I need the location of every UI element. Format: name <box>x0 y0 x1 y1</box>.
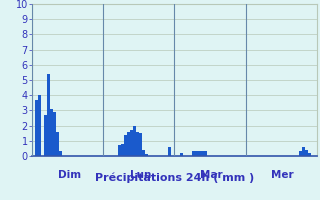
Bar <box>302 147 305 156</box>
X-axis label: Précipitations 24h ( mm ): Précipitations 24h ( mm ) <box>95 173 254 183</box>
Bar <box>50 109 53 156</box>
Bar <box>121 144 124 156</box>
Bar <box>192 151 195 156</box>
Text: Lun: Lun <box>130 170 151 180</box>
Bar <box>127 132 130 156</box>
Bar <box>201 151 204 156</box>
Bar <box>59 151 62 156</box>
Bar <box>195 151 198 156</box>
Bar <box>35 100 38 156</box>
Bar <box>198 151 201 156</box>
Bar <box>44 115 47 156</box>
Bar <box>308 153 311 156</box>
Bar <box>145 154 148 156</box>
Bar <box>53 112 56 156</box>
Bar <box>124 135 127 156</box>
Bar <box>38 95 41 156</box>
Bar <box>299 151 302 156</box>
Bar <box>47 74 50 156</box>
Bar <box>168 147 172 156</box>
Bar <box>204 151 207 156</box>
Bar <box>56 132 59 156</box>
Bar <box>139 133 142 156</box>
Bar <box>142 150 145 156</box>
Bar <box>305 150 308 156</box>
Text: Mer: Mer <box>271 170 294 180</box>
Bar <box>180 153 183 156</box>
Bar <box>136 132 139 156</box>
Bar <box>130 130 133 156</box>
Text: Dim: Dim <box>58 170 81 180</box>
Bar <box>133 126 136 156</box>
Text: Mar: Mar <box>200 170 223 180</box>
Bar <box>118 145 121 156</box>
